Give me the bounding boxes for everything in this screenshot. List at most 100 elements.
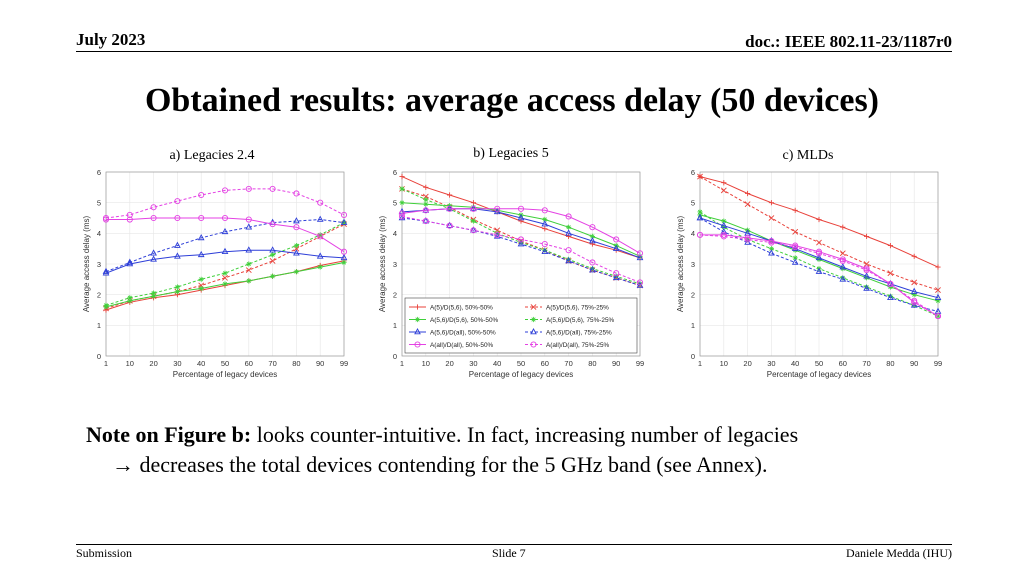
series-4-point (636, 253, 644, 261)
series-4-point (245, 246, 253, 253)
series-6-point (470, 205, 477, 212)
series-7-point (696, 231, 704, 238)
series-1-point (839, 250, 846, 257)
series-2-point (127, 298, 133, 304)
note-line-1: Note on Figure b: looks counter-intuitiv… (86, 420, 966, 450)
y-tick-label: 1 (393, 321, 397, 330)
series-2-point (542, 216, 548, 223)
header-rule (76, 51, 952, 52)
footer-author: Daniele Medda (IHU) (846, 546, 952, 560)
series-1-point (816, 239, 822, 246)
series-3-point (103, 302, 109, 308)
series-line-4 (105, 249, 345, 274)
footer-submission: Submission (76, 546, 133, 560)
series-5-point (887, 293, 894, 301)
series-line-6 (106, 217, 345, 253)
series-7-point (839, 257, 846, 264)
series-7-point (613, 270, 620, 277)
note-bold-label: Note on Figure b: (86, 422, 252, 447)
series-7-point (636, 279, 644, 286)
series-7-point (340, 211, 348, 218)
y-tick-label: 5 (691, 198, 695, 207)
x-tick-label: 90 (612, 359, 620, 368)
series-3-point (127, 295, 133, 301)
x-tick-label: 40 (197, 359, 205, 368)
series-0-point (864, 233, 870, 239)
series-2-point (935, 298, 941, 304)
series-1-point (720, 187, 727, 194)
series-7-point (768, 239, 775, 246)
series-6-point (541, 207, 548, 214)
x-tick-label: 30 (173, 359, 181, 368)
y-axis-label: Average access delay (ms) (378, 216, 387, 313)
series-7-point (863, 267, 870, 274)
series-3-point (341, 220, 347, 226)
series-5-point (768, 249, 775, 256)
series-7-point (174, 198, 181, 205)
series-6-point (589, 224, 596, 231)
y-tick-label: 3 (393, 260, 397, 269)
series-0-point (840, 224, 846, 230)
x-tick-label: 40 (791, 359, 799, 368)
series-4-point (815, 253, 823, 261)
series-2-point (423, 201, 429, 207)
series-0-point (721, 180, 727, 186)
y-tick-label: 3 (691, 260, 695, 269)
series-3-point (317, 232, 323, 238)
chart-c-label: c) MLDs (782, 148, 834, 163)
series-line-7 (105, 188, 345, 219)
series-6-point (340, 248, 348, 255)
legend-entry: A(5)/D(5,6), 75%-25% (546, 304, 609, 311)
series-7-point (565, 247, 572, 254)
series-3-point (637, 281, 643, 287)
series-2-point (270, 273, 276, 279)
series-5-point (340, 218, 348, 225)
series-6-point (636, 250, 644, 257)
y-axis-label: Average access delay (ms) (82, 216, 91, 313)
series-5-point (791, 258, 799, 265)
x-tick-label: 20 (149, 359, 157, 368)
series-5-point (863, 284, 870, 291)
series-5-point (293, 217, 300, 224)
series-3-point (566, 256, 572, 262)
series-5-point (102, 267, 110, 274)
footer-rule (76, 544, 952, 545)
series-2-point (566, 224, 572, 230)
series-3-point (613, 273, 619, 279)
series-1-point (245, 267, 252, 274)
series-2-point (494, 207, 500, 213)
series-5-point (245, 223, 253, 230)
series-0-point (589, 241, 595, 247)
y-tick-label: 3 (97, 260, 101, 269)
x-axis-label: Percentage of legacy devices (767, 370, 872, 379)
x-tick-label: 70 (862, 359, 870, 368)
series-4-point (340, 253, 348, 261)
series-2-point (317, 264, 323, 270)
series-4-point (589, 237, 596, 244)
series-5-point (221, 227, 229, 235)
x-tick-label: 30 (767, 359, 775, 368)
series-7-point (744, 236, 751, 243)
series-2-point (887, 284, 893, 290)
series-5-point (316, 215, 324, 222)
series-7-point (269, 185, 276, 192)
plot-frame (699, 171, 939, 357)
series-4-point (102, 269, 110, 276)
series-3-point (792, 255, 798, 261)
legend-marker (414, 316, 421, 323)
note-figure-b: Note on Figure b: looks counter-intuitiv… (86, 420, 966, 480)
series-5-point (174, 241, 181, 248)
series-7-point (792, 244, 799, 251)
series-1-point (222, 274, 228, 281)
series-6-point (494, 205, 501, 212)
series-6-point (613, 236, 620, 243)
series-6-point (293, 224, 300, 231)
series-1-point (744, 201, 751, 208)
series-7-point (541, 241, 548, 248)
series-4-point (316, 252, 324, 259)
x-tick-label: 20 (445, 359, 453, 368)
series-6-point (317, 233, 324, 240)
series-4-point (541, 220, 549, 227)
series-1-point (911, 279, 918, 286)
